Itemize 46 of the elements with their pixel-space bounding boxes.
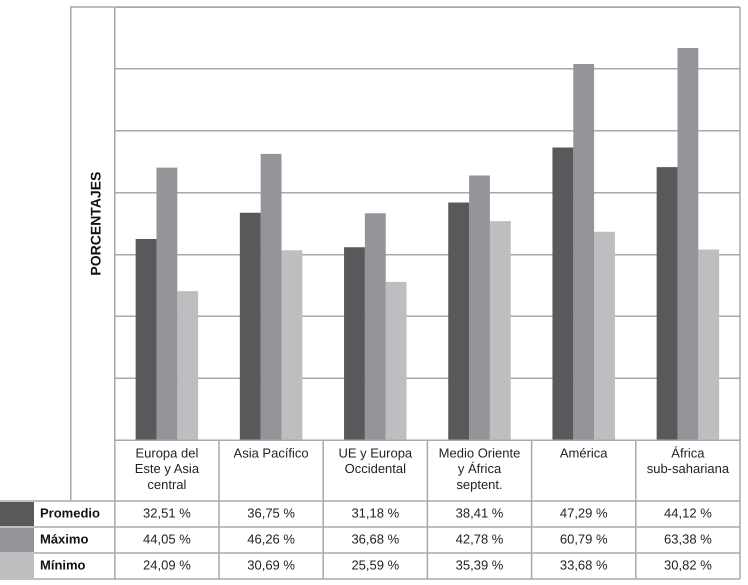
legend-label: Promedio (40, 506, 100, 521)
y-axis-title: PORCENTAJES (87, 172, 104, 276)
x-tick-label: Europa del Este y Asia central (134, 446, 200, 492)
data-label: 35,39 % (456, 558, 504, 573)
data-label: 25,59 % (351, 558, 400, 573)
bar (386, 282, 407, 440)
data-label: 36,68 % (351, 532, 400, 547)
data-label: 46,26 % (247, 532, 296, 547)
bar (469, 175, 490, 440)
bar (698, 249, 720, 440)
data-label: 60,79 % (560, 532, 608, 547)
bar (594, 232, 615, 440)
data-label: 24,09 % (143, 558, 192, 573)
x-tick-label: África sub-sahariana (646, 446, 730, 476)
bar (677, 48, 698, 440)
data-label: 36,75 % (247, 506, 296, 521)
data-label: 42,78 % (456, 532, 504, 547)
bar (490, 221, 511, 440)
bar (344, 247, 365, 440)
data-label: 63,38 % (664, 532, 712, 547)
data-label: 31,18 % (351, 506, 400, 521)
legend-label: Máximo (40, 532, 88, 547)
x-tick-label: UE y Europa Occidental (338, 446, 413, 476)
data-label: 30,69 % (247, 558, 296, 573)
data-label: 44,05 % (143, 532, 192, 547)
bar (260, 154, 282, 440)
bar (552, 148, 574, 440)
data-label: 44,12 % (664, 506, 712, 521)
x-tick-label: Asia Pacífico (234, 446, 309, 461)
bar (573, 64, 594, 440)
bar (656, 167, 678, 440)
bar (156, 168, 178, 440)
bar (136, 239, 156, 440)
bar (240, 212, 261, 440)
data-label: 47,29 % (560, 506, 608, 521)
data-label: 32,51 % (143, 506, 192, 521)
bar (364, 213, 386, 440)
x-tick-label: Medio Oriente y África septent. (438, 446, 520, 492)
data-label: 38,41 % (456, 506, 504, 521)
x-tick-label: América (560, 446, 608, 461)
legend-label: Mínimo (40, 558, 86, 573)
bar (177, 291, 198, 440)
bar (282, 250, 302, 440)
data-label: 33,68 % (560, 558, 608, 573)
bar (448, 202, 470, 440)
data-label: 30,82 % (664, 558, 712, 573)
